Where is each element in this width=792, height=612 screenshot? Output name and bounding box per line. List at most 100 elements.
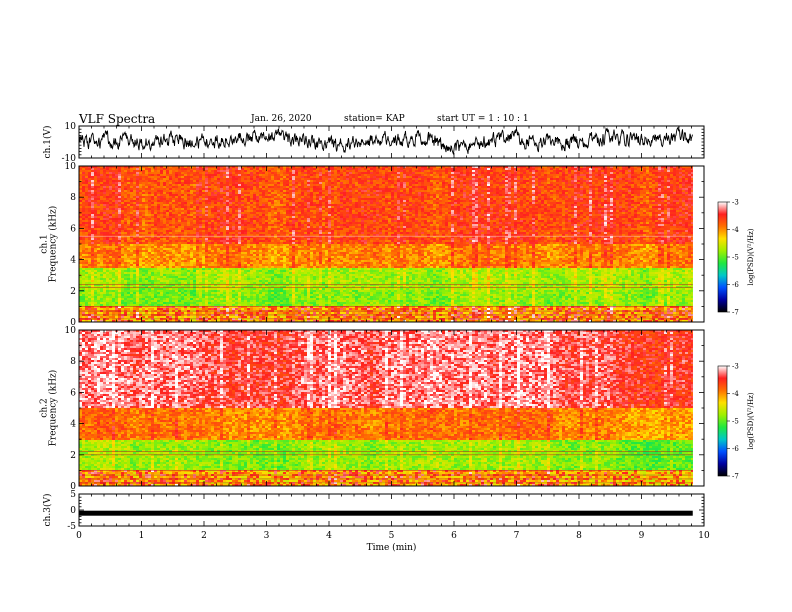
heatmap-cell xyxy=(346,182,349,184)
heatmap-cell xyxy=(460,186,463,188)
heatmap-cell xyxy=(445,190,448,192)
heatmap-cell xyxy=(418,204,421,206)
heatmap-cell xyxy=(598,172,601,174)
heatmap-cell xyxy=(280,184,283,186)
heatmap-cell xyxy=(106,168,109,170)
heatmap-cell xyxy=(604,178,607,180)
heatmap-cell xyxy=(283,204,286,206)
heatmap-cell xyxy=(367,174,370,176)
heatmap-cell xyxy=(640,202,643,204)
heatmap-cell xyxy=(445,170,448,172)
heatmap-cell xyxy=(580,208,583,210)
heatmap-cell xyxy=(100,174,103,176)
heatmap-cell xyxy=(184,178,187,180)
heatmap-cell xyxy=(442,188,445,190)
heatmap-cell xyxy=(343,202,346,204)
heatmap-cell xyxy=(454,208,457,210)
heatmap-cell xyxy=(247,190,250,192)
heatmap-cell xyxy=(538,204,541,206)
heatmap-cell xyxy=(670,210,673,212)
heatmap-cell xyxy=(373,202,376,204)
heatmap-cell xyxy=(85,208,88,210)
heatmap-cell xyxy=(613,198,616,200)
heatmap-cell xyxy=(679,210,682,212)
heatmap-cell xyxy=(463,186,466,188)
heatmap-cell xyxy=(361,196,364,198)
heatmap-cell xyxy=(457,170,460,172)
heatmap-cell xyxy=(607,194,610,196)
heatmap-cell xyxy=(301,174,304,176)
heatmap-cell xyxy=(571,188,574,190)
heatmap-cell xyxy=(484,196,487,198)
heatmap-cell xyxy=(655,168,658,170)
heatmap-cell xyxy=(580,198,583,200)
heatmap-cell xyxy=(556,190,559,192)
heatmap-cell xyxy=(277,176,280,178)
heatmap-cell xyxy=(421,176,424,178)
heatmap-cell xyxy=(196,192,199,194)
heatmap-cell xyxy=(526,190,529,192)
heatmap-cell xyxy=(256,210,259,212)
heatmap-cell xyxy=(439,176,442,178)
heatmap-cell xyxy=(223,174,226,176)
heatmap-cell xyxy=(589,174,592,176)
heatmap-cell xyxy=(160,192,163,194)
heatmap-cell xyxy=(214,204,217,206)
heatmap-cell xyxy=(400,186,403,188)
heatmap-cell xyxy=(394,196,397,198)
heatmap-cell xyxy=(373,182,376,184)
heatmap-cell xyxy=(586,180,589,182)
heatmap-cell xyxy=(166,192,169,194)
heatmap-cell xyxy=(232,206,235,208)
heatmap-cell xyxy=(562,210,565,212)
heatmap-cell xyxy=(253,184,256,186)
heatmap-cell xyxy=(373,174,376,176)
heatmap-cell xyxy=(106,194,109,196)
heatmap-cell xyxy=(562,178,565,180)
heatmap-cell xyxy=(100,204,103,206)
heatmap-cell xyxy=(250,190,253,192)
heatmap-cell xyxy=(358,172,361,174)
heatmap-cell xyxy=(481,212,484,214)
heatmap-cell xyxy=(367,196,370,198)
heatmap-cell xyxy=(496,170,499,172)
heatmap-cell xyxy=(469,202,472,204)
heatmap-cell xyxy=(613,202,616,204)
heatmap-cell xyxy=(547,194,550,196)
heatmap-cell xyxy=(412,208,415,210)
heatmap-cell xyxy=(331,188,334,190)
heatmap-cell xyxy=(583,180,586,182)
heatmap-cell xyxy=(100,186,103,188)
heatmap-cell xyxy=(460,206,463,208)
heatmap-cell xyxy=(205,208,208,210)
heatmap-cell xyxy=(148,212,151,214)
heatmap-cell xyxy=(184,170,187,172)
heatmap-cell xyxy=(154,186,157,188)
heatmap-cell xyxy=(391,202,394,204)
heatmap-cell xyxy=(553,176,556,178)
heatmap-cell xyxy=(448,196,451,198)
heatmap-cell xyxy=(385,212,388,214)
heatmap-cell xyxy=(175,208,178,210)
heatmap-cell xyxy=(292,172,295,174)
heatmap-cell xyxy=(136,182,139,184)
heatmap-cell xyxy=(256,196,259,198)
heatmap-cell xyxy=(403,194,406,196)
heatmap-cell xyxy=(388,200,391,202)
heatmap-cell xyxy=(196,188,199,190)
heatmap-cell xyxy=(103,196,106,198)
heatmap-cell xyxy=(685,168,688,170)
heatmap-cell xyxy=(160,176,163,178)
heatmap-cell xyxy=(331,198,334,200)
heatmap-cell xyxy=(238,202,241,204)
heatmap-cell xyxy=(547,178,550,180)
heatmap-cell xyxy=(220,168,223,170)
heatmap-cell xyxy=(442,186,445,188)
heatmap-cell xyxy=(559,204,562,206)
heatmap-cell xyxy=(106,184,109,186)
heatmap-cell xyxy=(196,186,199,188)
heatmap-cell xyxy=(556,208,559,210)
heatmap-cell xyxy=(604,202,607,204)
heatmap-cell xyxy=(91,176,94,178)
heatmap-cell xyxy=(238,184,241,186)
